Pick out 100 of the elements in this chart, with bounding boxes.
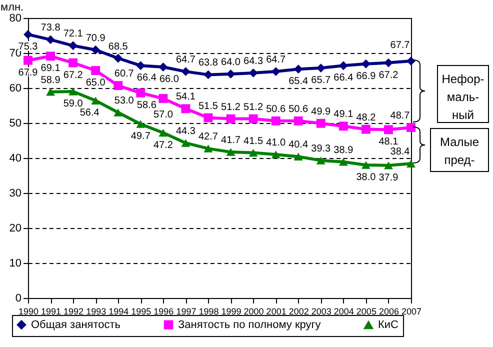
legend-label: Занятость по полному кругу [178,318,322,331]
data-label: 51.5 [198,100,218,112]
point [46,88,55,96]
text: Нефор-маль-ный [437,65,489,123]
data-label: 65.4 [288,76,309,88]
x-tick-label: 1998 [198,306,219,316]
x-tick-label: 1999 [221,306,242,316]
point [384,125,393,134]
point [114,108,123,116]
data-label: 64.3 [244,56,264,67]
point [24,56,32,65]
x-tick-label: 2003 [311,306,332,316]
x-tick-label: 1996 [154,306,174,316]
data-label: 69.1 [40,63,61,74]
data-label: 72.1 [63,28,84,40]
data-label: 67.2 [63,70,84,81]
point [46,52,55,61]
data-label: 41.0 [266,138,286,148]
point [136,88,146,98]
point [114,81,123,90]
point [114,54,123,63]
x-tick-label: 2006 [378,306,399,316]
point [158,62,168,72]
point [91,45,100,54]
y-tick-label: 50 [9,118,22,130]
x-tick-label: 2007 [401,306,422,316]
point [68,41,78,50]
data-label: 65.0 [86,78,106,88]
data-label: 50.6 [288,104,309,115]
data-label: 66.4 [136,72,157,84]
data-label: 44.3 [176,126,196,137]
data-label: 57.0 [153,110,174,120]
data-label: 58.9 [40,74,61,86]
data-label: 58.6 [136,100,157,111]
y-tick-label: 80 [9,12,22,24]
data-label: 53.0 [114,96,134,106]
point [158,128,168,137]
data-label: 48.2 [356,112,376,124]
data-label: 38.9 [334,144,354,156]
x-tick-label: 2001 [266,306,286,316]
point [384,161,393,170]
data-label: 67.7 [390,40,410,52]
data-label: 63.8 [198,58,218,69]
data-label: 64.7 [266,54,286,66]
point [68,58,78,68]
data-label: 70.9 [86,32,106,44]
y-tick-label: 60 [9,82,22,94]
point [158,94,168,103]
point [181,67,190,76]
data-label: 64.7 [176,54,196,66]
point [136,120,146,128]
data-label: 59.0 [63,98,84,110]
data-label: 67.2 [378,70,399,81]
x-tick-label: 2002 [288,306,309,316]
data-label: 48.1 [378,136,399,148]
legend-label: КиС [378,319,399,332]
data-label: 66.0 [159,74,180,85]
point [361,124,370,134]
data-label: 50.6 [266,104,286,115]
data-label: 65.7 [311,75,332,86]
x-tick-label: 1991 [41,306,62,316]
x-tick-label: 1997 [176,306,196,316]
point [91,96,100,104]
legend-label: Общая занятость [31,318,121,331]
x-tick-label: 1990 [18,306,39,316]
data-label: 73.8 [40,22,61,34]
point [361,161,370,169]
point [46,35,55,44]
point [271,150,280,158]
point [316,156,326,164]
data-label: 48.7 [390,110,410,122]
point [316,118,326,128]
point [384,58,393,68]
point [181,139,190,147]
point [204,144,213,152]
point [68,88,78,96]
point [406,56,416,66]
point [226,70,236,78]
data-label: 38.0 [356,172,376,183]
point [226,114,236,124]
point [226,148,236,156]
data-label: 56.4 [80,108,100,119]
x-tick-label: 2004 [334,306,354,316]
data-label: 40.4 [288,140,309,151]
data-label: 37.9 [378,172,399,184]
data-label: 47.2 [153,140,174,151]
y-tick-label: 40 [9,152,22,164]
y-tick-label: 0 [15,292,22,304]
point [248,114,258,124]
data-label: 60.7 [114,68,134,80]
x-tick-label: 1995 [131,306,152,316]
point [294,116,303,126]
point [406,160,416,168]
y-tick-label: 30 [9,188,22,200]
x-tick-label: 1994 [108,306,129,316]
point [248,148,258,157]
point [406,123,416,132]
x-tick-label: 1993 [86,306,106,316]
data-label: 41.5 [244,136,264,147]
data-label: 66.9 [356,70,376,82]
